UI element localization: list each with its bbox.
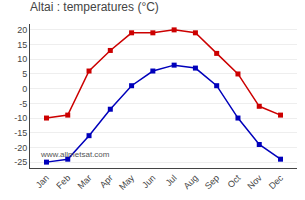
svg-text:10: 10 bbox=[17, 54, 27, 64]
svg-text:-20: -20 bbox=[14, 143, 27, 153]
svg-text:Mar: Mar bbox=[76, 173, 94, 191]
svg-text:Oct: Oct bbox=[226, 172, 243, 189]
svg-text:-10: -10 bbox=[14, 113, 27, 123]
svg-text:Altai : temperatures (°C): Altai : temperatures (°C) bbox=[30, 0, 159, 14]
svg-text:-5: -5 bbox=[19, 99, 27, 109]
svg-text:Aug: Aug bbox=[182, 173, 200, 191]
svg-text:Feb: Feb bbox=[54, 173, 72, 191]
svg-text:5: 5 bbox=[22, 69, 27, 79]
svg-text:15: 15 bbox=[17, 40, 27, 50]
svg-text:May: May bbox=[117, 172, 136, 191]
svg-text:Jul: Jul bbox=[164, 173, 179, 188]
svg-text:Dec: Dec bbox=[267, 172, 286, 191]
svg-text:Jun: Jun bbox=[140, 173, 157, 190]
svg-text:Sep: Sep bbox=[203, 173, 221, 191]
svg-text:Jan: Jan bbox=[34, 173, 51, 190]
svg-text:-15: -15 bbox=[14, 128, 27, 138]
svg-text:0: 0 bbox=[22, 84, 27, 94]
svg-text:Apr: Apr bbox=[98, 173, 115, 190]
svg-text:20: 20 bbox=[17, 25, 27, 35]
svg-text:Nov: Nov bbox=[245, 172, 264, 191]
svg-text:www.allmetsat.com: www.allmetsat.com bbox=[40, 150, 110, 159]
svg-text:-25: -25 bbox=[14, 157, 27, 167]
